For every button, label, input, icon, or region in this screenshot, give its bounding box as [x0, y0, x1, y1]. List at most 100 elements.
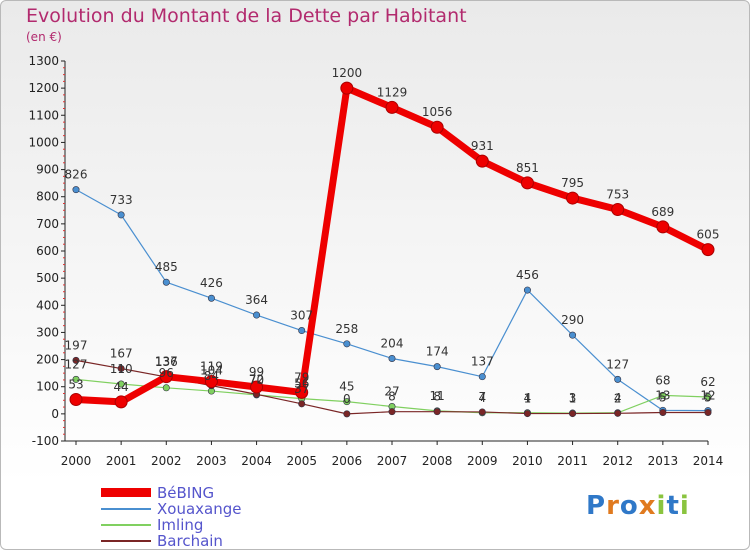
data-label: 68	[655, 373, 670, 387]
data-point-Barchain	[433, 408, 441, 416]
x-tick-label: 2001	[106, 454, 137, 468]
data-label: 689	[651, 205, 674, 219]
data-point-Xouaxange	[433, 363, 441, 371]
data-label: 137	[471, 355, 494, 369]
data-label: 290	[561, 313, 584, 327]
data-point-BéBING	[340, 81, 354, 95]
data-label: 1200	[332, 66, 363, 80]
data-label: 795	[561, 176, 584, 190]
data-label: 96	[159, 366, 174, 380]
data-label: 136	[155, 355, 178, 369]
data-label: 110	[110, 362, 133, 376]
data-label: 753	[606, 187, 629, 201]
data-label: 62	[700, 375, 715, 389]
data-label: 12	[700, 389, 715, 403]
y-tick-label: -100	[32, 434, 59, 448]
x-tick-label: 2008	[422, 454, 453, 468]
data-label: 426	[200, 276, 223, 290]
data-point-Barchain	[523, 410, 531, 418]
data-point-BéBING	[114, 395, 128, 409]
data-label: 307	[290, 309, 313, 323]
data-label: 826	[65, 168, 88, 182]
data-label: 72	[249, 372, 264, 386]
data-point-Xouaxange	[343, 340, 351, 348]
y-tick-label: 1100	[28, 108, 59, 122]
legend-swatch	[101, 488, 151, 497]
data-point-BéBING	[520, 176, 534, 190]
data-label: 485	[155, 260, 178, 274]
data-label: 7	[478, 390, 486, 404]
data-point-Barchain	[117, 365, 125, 373]
data-label: 84	[204, 369, 219, 383]
x-tick-label: 2003	[196, 454, 227, 468]
data-point-BéBING	[159, 370, 173, 384]
data-point-BéBING	[295, 385, 309, 399]
data-label: 364	[245, 293, 268, 307]
data-point-BéBING	[430, 120, 444, 134]
data-point-Barchain	[569, 410, 577, 418]
x-tick-label: 2007	[377, 454, 408, 468]
data-label: 258	[335, 322, 358, 336]
data-label: 931	[471, 139, 494, 153]
x-tick-label: 2004	[241, 454, 272, 468]
data-point-Barchain	[72, 356, 80, 364]
data-label: 27	[384, 385, 399, 399]
data-label: 733	[110, 193, 133, 207]
y-tick-label: 600	[36, 244, 59, 258]
data-label: 4	[614, 391, 622, 405]
y-tick-label: 1000	[28, 135, 59, 149]
x-tick-label: 2014	[693, 454, 724, 468]
data-label: 99	[249, 365, 264, 379]
y-tick-label: 1200	[28, 81, 59, 95]
data-point-BéBING	[611, 202, 625, 216]
x-tick-label: 2011	[557, 454, 588, 468]
data-point-Barchain	[478, 408, 486, 416]
y-tick-label: 800	[36, 190, 59, 204]
x-tick-label: 2006	[332, 454, 363, 468]
data-point-Xouaxange	[72, 186, 80, 194]
x-tick-label: 2002	[151, 454, 182, 468]
legend-label: Xouaxange	[157, 500, 242, 518]
y-tick-label: 300	[36, 325, 59, 339]
x-tick-label: 2000	[61, 454, 92, 468]
data-point-BéBING	[69, 392, 83, 406]
legend-swatch	[101, 524, 151, 526]
data-point-BéBING	[475, 154, 489, 168]
data-label: 37	[294, 382, 309, 396]
y-tick-label: 100	[36, 380, 59, 394]
data-label: 167	[110, 347, 133, 361]
data-point-BéBING	[701, 243, 715, 257]
data-point-Xouaxange	[569, 331, 577, 339]
data-point-Xouaxange	[253, 311, 261, 319]
data-label: 11	[430, 389, 445, 403]
data-label: 8	[433, 390, 441, 404]
chart-unit: (en €)	[26, 30, 62, 44]
y-tick-label: 400	[36, 298, 59, 312]
data-label: 104	[200, 364, 223, 378]
y-tick-label: 1300	[28, 54, 59, 68]
data-point-Barchain	[298, 400, 306, 408]
data-point-Xouaxange	[388, 354, 396, 362]
data-point-Xouaxange	[162, 278, 170, 286]
y-tick-label: 700	[36, 217, 59, 231]
data-label: 1056	[422, 105, 453, 119]
data-point-Barchain	[343, 410, 351, 418]
legend-label: BéBING	[157, 484, 215, 502]
data-point-BéBING	[656, 220, 670, 234]
data-label: 2	[614, 391, 622, 405]
data-point-Imling	[659, 391, 667, 399]
data-point-Imling	[704, 393, 712, 401]
x-tick-label: 2013	[648, 454, 679, 468]
data-point-Imling	[117, 380, 125, 388]
x-tick-label: 2010	[512, 454, 543, 468]
data-label: 79	[294, 370, 309, 384]
y-tick-label: 900	[36, 163, 59, 177]
data-label: 4	[524, 391, 532, 405]
data-point-BéBING	[204, 375, 218, 389]
chart-title: Evolution du Montant de la Dette par Hab…	[26, 5, 467, 27]
data-label: 127	[606, 357, 629, 371]
data-point-Xouaxange	[523, 286, 531, 294]
data-point-Barchain	[659, 408, 667, 416]
data-point-Imling	[162, 384, 170, 392]
